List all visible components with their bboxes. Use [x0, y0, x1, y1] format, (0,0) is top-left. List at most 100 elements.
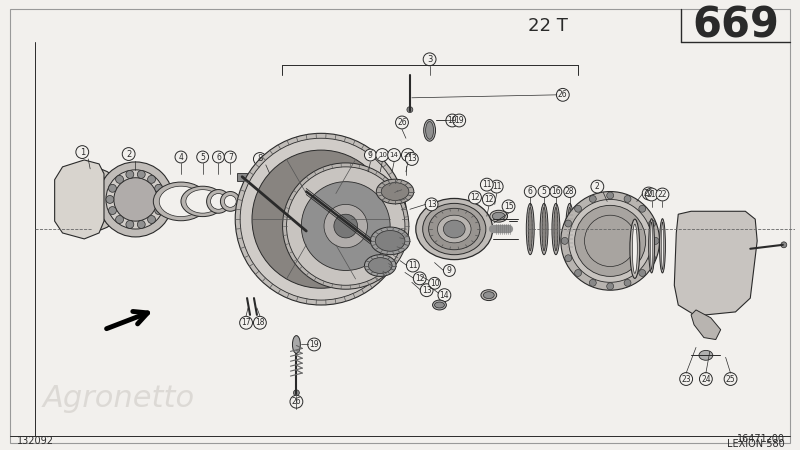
- Circle shape: [420, 284, 433, 297]
- Text: 17: 17: [242, 318, 251, 327]
- Circle shape: [524, 185, 536, 198]
- Circle shape: [591, 180, 604, 193]
- Circle shape: [481, 178, 494, 191]
- Circle shape: [564, 185, 576, 198]
- Circle shape: [742, 256, 748, 261]
- Circle shape: [158, 195, 165, 203]
- Ellipse shape: [429, 208, 480, 250]
- Circle shape: [699, 373, 712, 385]
- Circle shape: [89, 216, 95, 222]
- Circle shape: [307, 205, 335, 233]
- Ellipse shape: [649, 219, 654, 273]
- Circle shape: [240, 316, 253, 329]
- Circle shape: [138, 171, 146, 178]
- Ellipse shape: [481, 290, 497, 301]
- Text: 27: 27: [403, 152, 412, 158]
- Ellipse shape: [159, 186, 202, 216]
- Text: 7: 7: [228, 153, 233, 162]
- Circle shape: [642, 187, 655, 200]
- Ellipse shape: [369, 258, 392, 274]
- Circle shape: [240, 138, 402, 300]
- Circle shape: [406, 153, 418, 166]
- Text: 9: 9: [447, 266, 452, 275]
- Circle shape: [446, 114, 458, 127]
- Circle shape: [138, 220, 146, 229]
- Ellipse shape: [632, 224, 638, 274]
- Circle shape: [76, 146, 89, 158]
- Text: 669: 669: [692, 5, 779, 47]
- Circle shape: [116, 176, 123, 183]
- Ellipse shape: [483, 292, 494, 299]
- Ellipse shape: [438, 215, 471, 243]
- Ellipse shape: [566, 203, 574, 255]
- Circle shape: [148, 176, 155, 183]
- Text: 8: 8: [257, 154, 262, 163]
- Ellipse shape: [650, 222, 653, 270]
- Text: 23: 23: [682, 374, 691, 383]
- Text: 20: 20: [644, 189, 654, 198]
- Text: 19: 19: [310, 340, 319, 349]
- Circle shape: [290, 395, 303, 408]
- Circle shape: [302, 182, 390, 270]
- Circle shape: [109, 197, 115, 202]
- Circle shape: [116, 216, 123, 224]
- Text: 13: 13: [407, 154, 417, 163]
- Circle shape: [254, 316, 266, 329]
- Ellipse shape: [376, 179, 414, 204]
- Circle shape: [324, 204, 367, 248]
- Text: 21: 21: [647, 190, 656, 199]
- Circle shape: [114, 178, 158, 221]
- Circle shape: [122, 148, 135, 161]
- Circle shape: [624, 195, 631, 203]
- Text: 13: 13: [426, 200, 436, 209]
- Text: 18: 18: [255, 318, 265, 327]
- Circle shape: [639, 205, 646, 212]
- Ellipse shape: [293, 336, 300, 353]
- Circle shape: [282, 163, 409, 289]
- Text: 28: 28: [565, 187, 574, 196]
- Ellipse shape: [154, 182, 209, 221]
- Text: 2: 2: [126, 149, 131, 158]
- Text: 16471z00: 16471z00: [737, 434, 785, 444]
- Circle shape: [70, 197, 75, 202]
- Ellipse shape: [695, 238, 737, 279]
- Text: 11: 11: [482, 180, 491, 189]
- Text: 132092: 132092: [17, 436, 54, 446]
- Ellipse shape: [221, 192, 240, 211]
- Text: 12: 12: [470, 193, 480, 202]
- Bar: [237, 173, 247, 181]
- Text: 2: 2: [595, 182, 600, 191]
- Ellipse shape: [699, 351, 713, 360]
- Text: 6: 6: [528, 187, 533, 196]
- Text: 11: 11: [408, 261, 418, 270]
- Text: 4: 4: [178, 153, 183, 162]
- Circle shape: [78, 185, 106, 213]
- Text: LEXION 580: LEXION 580: [727, 439, 785, 449]
- Text: 25: 25: [726, 374, 735, 383]
- Circle shape: [727, 281, 734, 287]
- Circle shape: [649, 220, 655, 227]
- Circle shape: [395, 116, 408, 129]
- Text: 12: 12: [484, 195, 494, 204]
- Circle shape: [224, 151, 236, 163]
- Ellipse shape: [365, 255, 396, 276]
- Text: 6: 6: [216, 153, 221, 162]
- Circle shape: [235, 133, 407, 305]
- Circle shape: [482, 193, 495, 206]
- Circle shape: [365, 149, 376, 161]
- Circle shape: [148, 216, 155, 224]
- Text: 5: 5: [200, 153, 205, 162]
- Ellipse shape: [181, 186, 224, 216]
- Circle shape: [175, 151, 187, 163]
- Circle shape: [639, 270, 646, 276]
- Circle shape: [67, 175, 117, 224]
- Circle shape: [652, 238, 659, 244]
- Circle shape: [254, 153, 266, 166]
- Text: 15: 15: [504, 202, 514, 211]
- Ellipse shape: [370, 227, 410, 255]
- Circle shape: [429, 277, 441, 289]
- Circle shape: [569, 199, 652, 282]
- Text: 14: 14: [439, 291, 450, 300]
- Ellipse shape: [492, 212, 505, 220]
- Circle shape: [154, 184, 162, 192]
